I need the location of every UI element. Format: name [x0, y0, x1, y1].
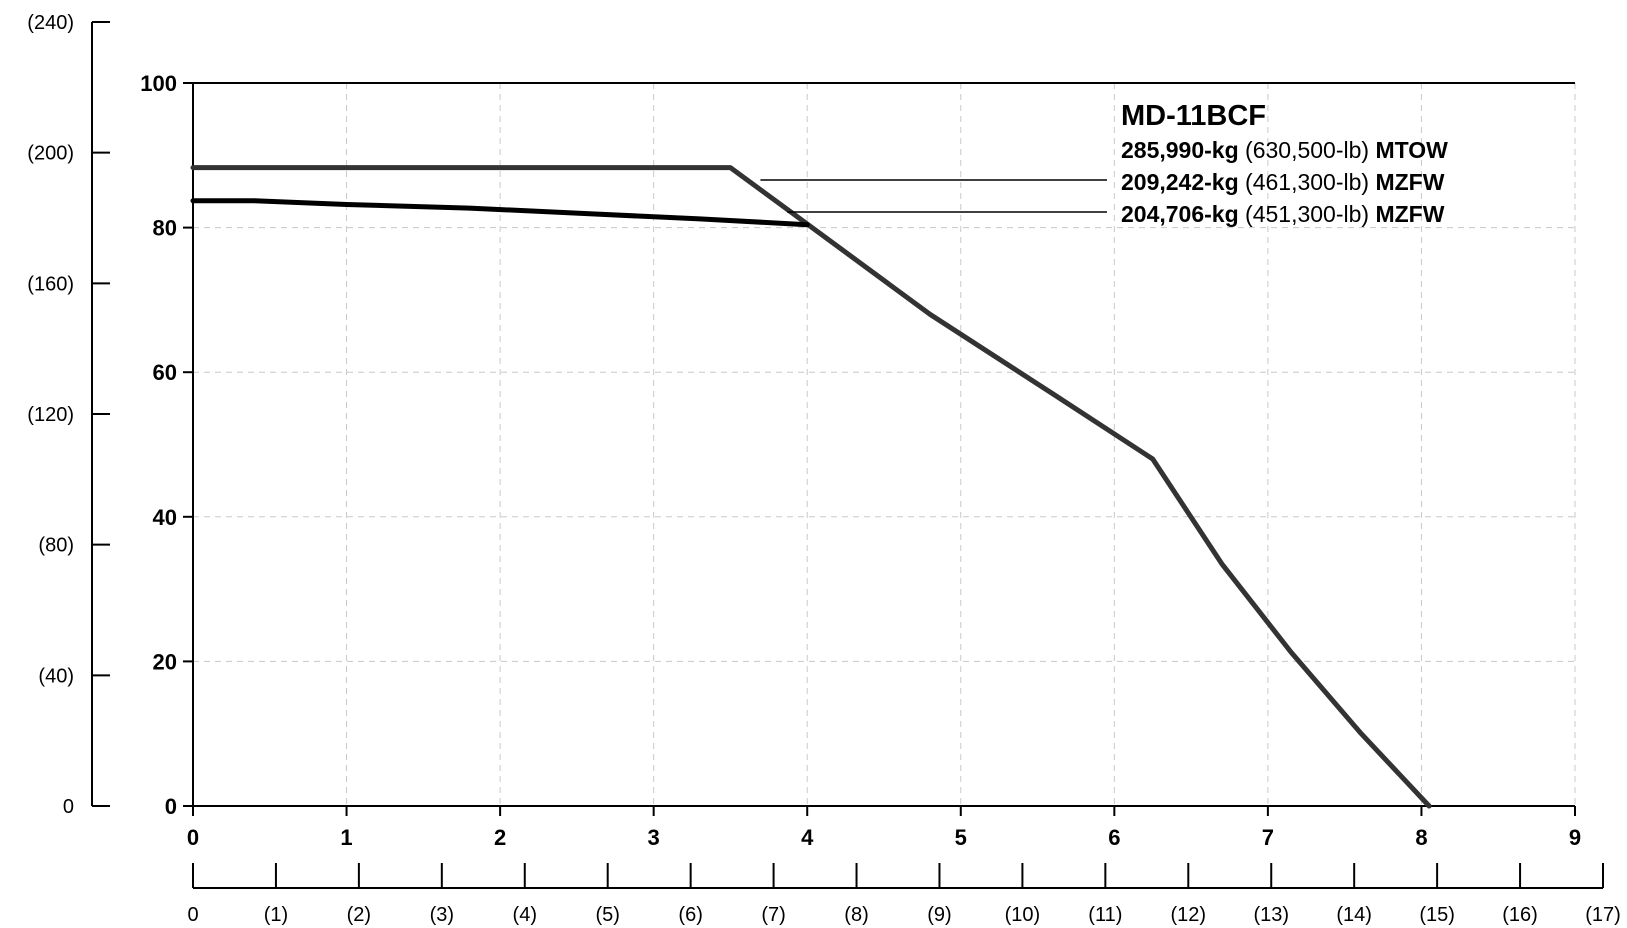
series-line-1	[190, 165, 1432, 809]
secondary-y-tick-label: (240)	[27, 12, 74, 34]
legend-entry-2: 209,242-kg (461,300-lb) MZFW	[1121, 169, 1445, 195]
secondary-x-tick-label: (9)	[927, 904, 951, 926]
secondary-x-tick-label: (8)	[844, 904, 868, 926]
legend-kg: 209,242-kg	[1121, 169, 1245, 195]
secondary-x-tick-label: (17)	[1585, 904, 1621, 926]
secondary-x-tick-label: (12)	[1171, 904, 1207, 926]
series	[190, 165, 1432, 809]
x-tick-label: 9	[1569, 825, 1581, 850]
secondary-x-tick-label: (3)	[430, 904, 454, 926]
secondary-y-tick-label: (80)	[38, 535, 74, 557]
x-tick-label: 1	[340, 825, 352, 850]
secondary-x-tick-label: (2)	[347, 904, 371, 926]
secondary-x-tick-label: (4)	[513, 904, 537, 926]
secondary-y-tick-label: 0	[63, 796, 74, 818]
legend-entry-1: 285,990-kg (630,500-lb) MTOW	[1121, 137, 1448, 163]
x-tick-label: 6	[1108, 825, 1120, 850]
secondary-x-tick-label: (1)	[264, 904, 288, 926]
legend-lb: (630,500-lb)	[1245, 137, 1375, 163]
secondary-x-tick-label: 0	[187, 904, 198, 926]
y-tick-label: 40	[153, 505, 177, 530]
secondary-x-tick-label: (14)	[1336, 904, 1372, 926]
x-tick-label: 5	[955, 825, 967, 850]
secondary-x-tick-label: (10)	[1005, 904, 1041, 926]
chart-title: MD-11BCF	[1121, 100, 1266, 132]
secondary-x-tick-label: (16)	[1502, 904, 1538, 926]
secondary-x-tick-label: (15)	[1419, 904, 1455, 926]
legend-lb: (451,300-lb)	[1245, 201, 1375, 227]
secondary-x-tick-label: (6)	[678, 904, 702, 926]
secondary-x-tick-label: (11)	[1088, 904, 1122, 926]
secondary-y-tick-label: (200)	[27, 143, 74, 165]
legend-lb: (461,300-lb)	[1245, 169, 1375, 195]
legend: MD-11BCF 285,990-kg (630,500-lb) MTOW 209…	[760, 100, 1448, 227]
secondary-y-tick-label: (120)	[27, 404, 74, 426]
legend-tag: MZFW	[1375, 201, 1444, 227]
y-tick-label: 20	[153, 649, 177, 674]
legend-tag: MTOW	[1375, 137, 1448, 163]
secondary-x-tick-label: (13)	[1253, 904, 1289, 926]
legend-kg: 285,990-kg	[1121, 137, 1245, 163]
secondary-y-tick-label: (40)	[38, 665, 74, 687]
x-tick-label: 2	[494, 825, 506, 850]
secondary-y-tick-label: (160)	[27, 273, 74, 295]
x-tick-label: 8	[1415, 825, 1427, 850]
secondary-x-tick-label: (5)	[595, 904, 619, 926]
x-tick-label: 7	[1262, 825, 1274, 850]
y-tick-label: 100	[140, 71, 177, 96]
x-tick-label: 3	[648, 825, 660, 850]
series-line-2	[190, 198, 810, 228]
y-tick-label: 60	[153, 360, 177, 385]
legend-kg: 204,706-kg	[1121, 201, 1245, 227]
secondary-x-tick-label: (7)	[761, 904, 785, 926]
y-tick-label: 80	[153, 216, 177, 241]
y-tick-label: 0	[165, 794, 177, 819]
ticks: 0 20 40 60 80 100 0 1 2 3 4 5 6 7 8 9 0 (1) (2) (3) (4) (5) (6…	[27, 12, 1620, 926]
legend-tag: MZFW	[1375, 169, 1444, 195]
x-tick-label: 0	[187, 825, 199, 850]
x-tick-label: 4	[801, 825, 814, 850]
legend-entry-3: 204,706-kg (451,300-lb) MZFW	[1121, 201, 1445, 227]
